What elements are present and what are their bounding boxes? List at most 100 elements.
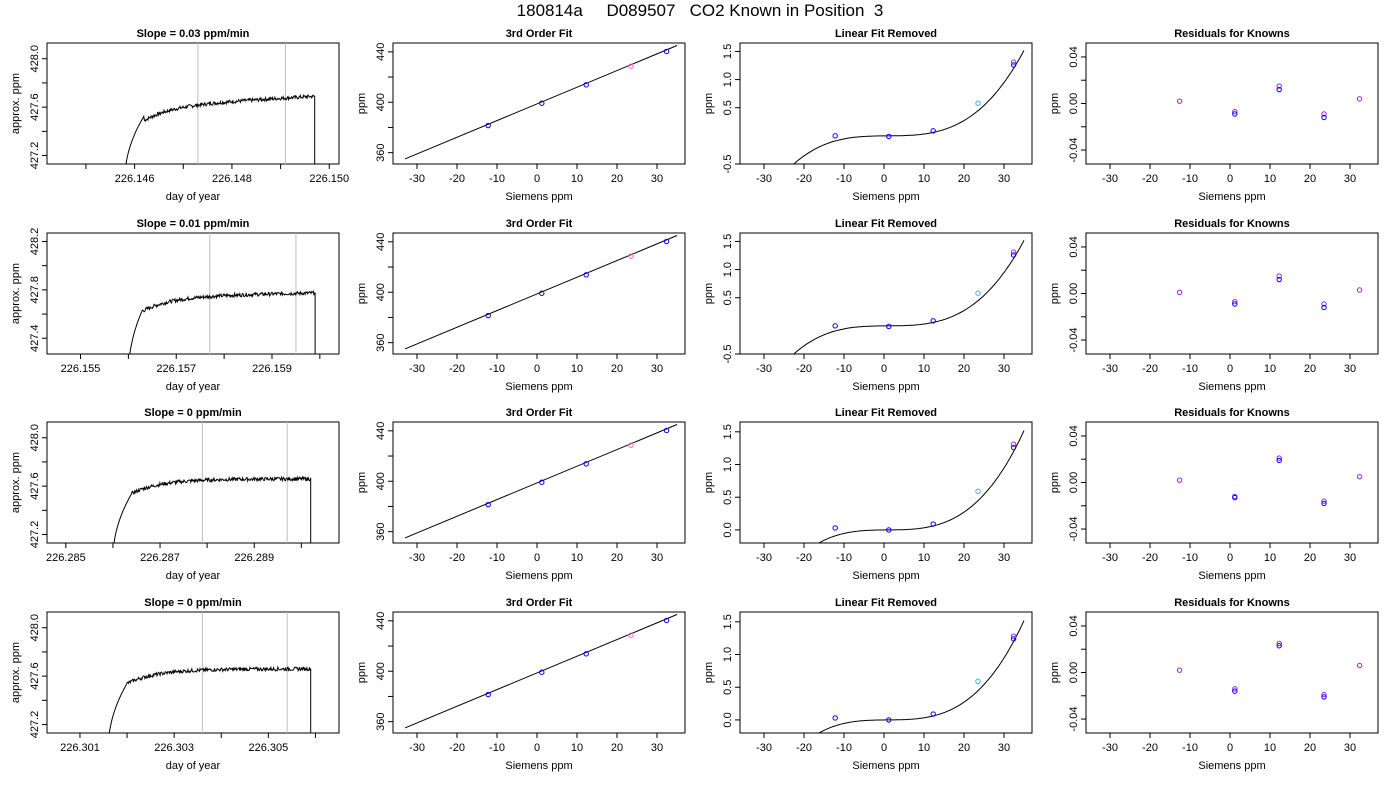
y-axis-label: ppm [703,93,715,114]
x-tick-label: 226.155 [61,363,101,375]
x-axis-label: Siemens ppm [852,191,919,203]
data-point [583,272,589,278]
x-tick-label: 10 [918,552,930,564]
y-tick-label: 0.04 [1068,425,1080,446]
data-point [1176,289,1183,296]
y-tick-label: 427.2 [29,521,41,549]
x-tick-label: 226.305 [248,742,288,754]
x-tick-label: 0 [1227,173,1233,185]
x-tick-label: 20 [958,742,970,754]
x-tick-label: 0 [534,742,540,754]
data-point [539,100,545,106]
page-title: 180814a D089507 CO2 Known in Position 3 [516,1,884,20]
x-tick-label: 226.285 [46,552,86,564]
data-point [663,427,670,434]
x-tick-label: 0 [534,173,540,185]
y-tick-label: 400 [375,662,387,680]
data-point [1321,500,1327,507]
panel-title: Linear Fit Removed [835,597,937,609]
x-tick-label: 10 [571,552,583,564]
data-trace [125,93,316,164]
y-tick-label: 0.00 [1068,472,1080,493]
x-tick-label: 30 [1344,363,1356,375]
data-point [1276,457,1282,464]
y-tick-label: 0.04 [1068,236,1080,257]
plot-frame [739,611,1033,734]
panel-2-2: Linear Fit Removed -30 -20 -10 0 10 20 30 0.0 0.5… [703,407,1033,582]
x-axis-label: Siemens ppm [505,381,572,393]
x-axis-label: Siemens ppm [505,760,572,772]
y-axis-label: ppm [1049,93,1061,114]
data-point [1276,640,1282,647]
data-point [583,461,589,467]
data-point [485,312,491,319]
data-point [1232,688,1238,694]
y-tick-label: -0.5 [722,345,734,364]
panel-title: 3rd Order Fit [506,597,573,609]
y-tick-label: 1.0 [722,457,734,472]
data-point [975,488,981,495]
x-axis-label: Siemens ppm [852,760,919,772]
plot-frame [392,421,686,544]
y-tick-label: 0.5 [722,490,734,505]
x-axis-label: day of year [166,191,221,203]
x-axis-label: day of year [166,760,221,772]
x-tick-label: 0 [881,552,887,564]
data-point [539,669,545,675]
x-tick-label: 10 [918,742,930,754]
fit-line [404,614,678,729]
y-tick-label: 0.5 [722,290,734,305]
y-axis-label: ppm [1049,283,1061,304]
data-point [1321,498,1327,504]
x-tick-label: -30 [1102,742,1118,754]
x-tick-label: -10 [836,742,852,754]
plot-area [1176,83,1363,121]
panel-title: Linear Fit Removed [835,218,937,230]
x-tick-label: 20 [1304,173,1316,185]
y-tick-label: 440 [375,422,387,440]
plot-area [113,422,312,543]
y-tick-label: 360 [375,143,387,161]
y-tick-label: -0.04 [1068,137,1080,162]
panel-title: 3rd Order Fit [506,218,573,230]
x-tick-label: 20 [611,173,623,185]
plot-area [108,612,312,733]
data-point [1276,273,1282,279]
x-tick-label: 0 [1227,363,1233,375]
panel-0-3: Residuals for Knowns -30 -20 -10 0 10 20 30 -0.0… [1049,28,1379,203]
x-tick-label: 0 [881,173,887,185]
data-point [1176,667,1183,673]
plot-frame [392,611,686,734]
x-tick-label: 30 [998,742,1010,754]
data-point [1010,441,1017,447]
x-tick-label: -30 [756,173,772,185]
x-tick-label: -20 [796,742,812,754]
y-tick-label: 1.0 [722,647,734,662]
plot-frame [739,42,1033,165]
y-axis-label: ppm [1049,662,1061,683]
y-tick-label: 427.4 [29,325,41,353]
y-axis-label: approx. ppm [10,642,22,703]
x-tick-label: 10 [918,173,930,185]
x-tick-label: -20 [449,173,465,185]
fit-curve [793,240,1025,354]
y-axis-label: ppm [703,283,715,304]
x-tick-label: 30 [998,173,1010,185]
x-tick-label: 20 [958,363,970,375]
data-point [628,442,634,448]
x-tick-label: -30 [409,552,425,564]
x-tick-label: 10 [571,363,583,375]
y-tick-label: 1.5 [722,234,734,249]
y-tick-label: 400 [375,472,387,490]
data-point [485,501,491,508]
x-axis-label: day of year [166,381,221,393]
x-tick-label: -20 [1142,742,1158,754]
x-axis-label: Siemens ppm [852,570,919,582]
x-tick-label: 30 [651,742,663,754]
x-tick-label: -20 [449,742,465,754]
x-tick-label: 10 [571,173,583,185]
plot-area [125,43,316,164]
fit-line [404,424,678,539]
plot-area [1176,455,1363,507]
data-point [1276,83,1282,89]
